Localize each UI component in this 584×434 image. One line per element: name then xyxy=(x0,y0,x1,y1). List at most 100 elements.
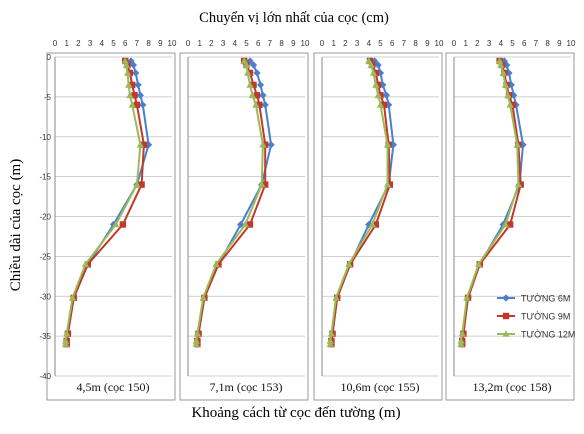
x-tick-label: 3 xyxy=(88,39,93,48)
x-tick-label: 10 xyxy=(168,39,177,48)
data-point xyxy=(126,69,134,77)
data-point xyxy=(474,260,483,268)
data-point xyxy=(327,329,335,337)
legend-marker xyxy=(502,330,510,337)
data-point xyxy=(259,140,267,148)
x-tick-label: 1 xyxy=(463,39,468,48)
data-point xyxy=(248,91,256,99)
data-point xyxy=(253,92,261,99)
y-axis-title: Chiều dài của cọc (m) xyxy=(8,159,24,291)
data-point xyxy=(112,220,120,228)
legend-label: TƯỜNG 6M xyxy=(521,294,570,304)
data-point xyxy=(514,180,522,188)
data-point xyxy=(253,69,261,77)
data-point xyxy=(379,81,387,89)
data-point xyxy=(377,92,384,99)
y-tick-label: -35 xyxy=(39,332,51,341)
data-point xyxy=(126,91,134,99)
legend-item: TƯỜNG 6M xyxy=(497,294,570,304)
data-point xyxy=(129,61,137,69)
x-tick-label: 5 xyxy=(510,39,515,48)
data-point xyxy=(262,141,269,148)
panel-caption: 13,2m (cọc 158) xyxy=(473,380,552,394)
data-point xyxy=(371,57,379,65)
data-point xyxy=(267,141,275,149)
data-point xyxy=(457,340,465,347)
legend-marker xyxy=(502,294,510,302)
data-point xyxy=(121,57,129,64)
data-point xyxy=(212,260,220,268)
legend-label: TƯỜNG 9M xyxy=(521,312,570,322)
data-point xyxy=(510,91,518,99)
data-point xyxy=(367,61,375,68)
x-tick-label: 0 xyxy=(53,39,58,48)
series-3 xyxy=(192,57,267,347)
top-axis-title: Chuyển vị lớn nhất của cọc (cm) xyxy=(199,10,389,26)
data-point xyxy=(241,220,249,228)
data-point xyxy=(259,91,267,99)
panel-frame xyxy=(445,52,575,401)
data-point xyxy=(136,140,145,148)
x-tick-label: 1 xyxy=(197,39,202,48)
data-point xyxy=(246,221,254,228)
data-point xyxy=(326,340,334,347)
series-3 xyxy=(457,57,522,347)
series-3 xyxy=(61,57,145,347)
x-tick-label: 5 xyxy=(244,39,249,48)
data-point xyxy=(506,221,514,228)
x-tick-label: 2 xyxy=(76,39,81,48)
data-point xyxy=(380,101,388,109)
x-tick-label: 0 xyxy=(320,39,325,48)
panel-frame xyxy=(46,52,176,401)
x-tick-label: 10 xyxy=(301,39,310,48)
x-tick-label: 6 xyxy=(256,39,261,48)
data-point xyxy=(262,181,269,188)
data-point xyxy=(519,141,527,149)
x-tick-label: 3 xyxy=(487,39,492,48)
panel-2: 0 1 2 3 4 5 6 7 8 9 10 7,1m (cọc 153) xyxy=(179,39,310,401)
data-point xyxy=(193,329,201,337)
data-point xyxy=(369,69,378,76)
data-point xyxy=(496,57,504,64)
data-point xyxy=(345,260,353,268)
data-point xyxy=(133,180,141,188)
data-point xyxy=(61,340,70,347)
data-point xyxy=(129,81,136,89)
y-tick-label: -20 xyxy=(39,213,51,222)
data-point xyxy=(192,340,200,347)
x-tick-label: 1 xyxy=(331,39,336,48)
panel-3: 0 1 2 3 4 5 6 7 8 9 10 10,6m (cọc 155) xyxy=(313,39,444,401)
data-point xyxy=(376,101,385,108)
data-point xyxy=(383,180,392,188)
x-tick-label: 6 xyxy=(123,39,128,48)
data-point xyxy=(458,329,466,337)
x-tick-label: 4 xyxy=(499,39,504,48)
data-point xyxy=(252,101,260,108)
data-point xyxy=(133,101,141,109)
data-point xyxy=(374,81,382,89)
data-point xyxy=(140,141,148,148)
data-point xyxy=(258,180,266,188)
panel-caption: 7,1m (cọc 153) xyxy=(210,380,283,394)
data-point xyxy=(68,294,77,301)
panel-frame xyxy=(313,52,443,401)
x-tick-label: 7 xyxy=(268,39,273,48)
data-point xyxy=(123,69,132,76)
x-tick-label: 5 xyxy=(378,39,383,48)
panel-1: 0-5-10-15-20-25-30-35-400 1 2 3 4 5 6 7 8 9 104,5m… xyxy=(39,39,177,401)
y-tick-label: 0 xyxy=(47,53,52,62)
x-tick-label: 10 xyxy=(435,39,444,48)
x-tick-label: 7 xyxy=(402,39,407,48)
y-tick-label: -10 xyxy=(39,133,51,142)
x-tick-label: 5 xyxy=(111,39,116,48)
x-tick-label: 6 xyxy=(390,39,395,48)
data-point xyxy=(246,81,254,88)
legend: TƯỜNG 6M TƯỜNG 9M TƯỜNG 12M xyxy=(497,294,575,340)
x-tick-label: 8 xyxy=(545,39,550,48)
data-point xyxy=(63,329,71,337)
data-point xyxy=(256,81,265,89)
y-tick-label: -5 xyxy=(44,93,52,102)
